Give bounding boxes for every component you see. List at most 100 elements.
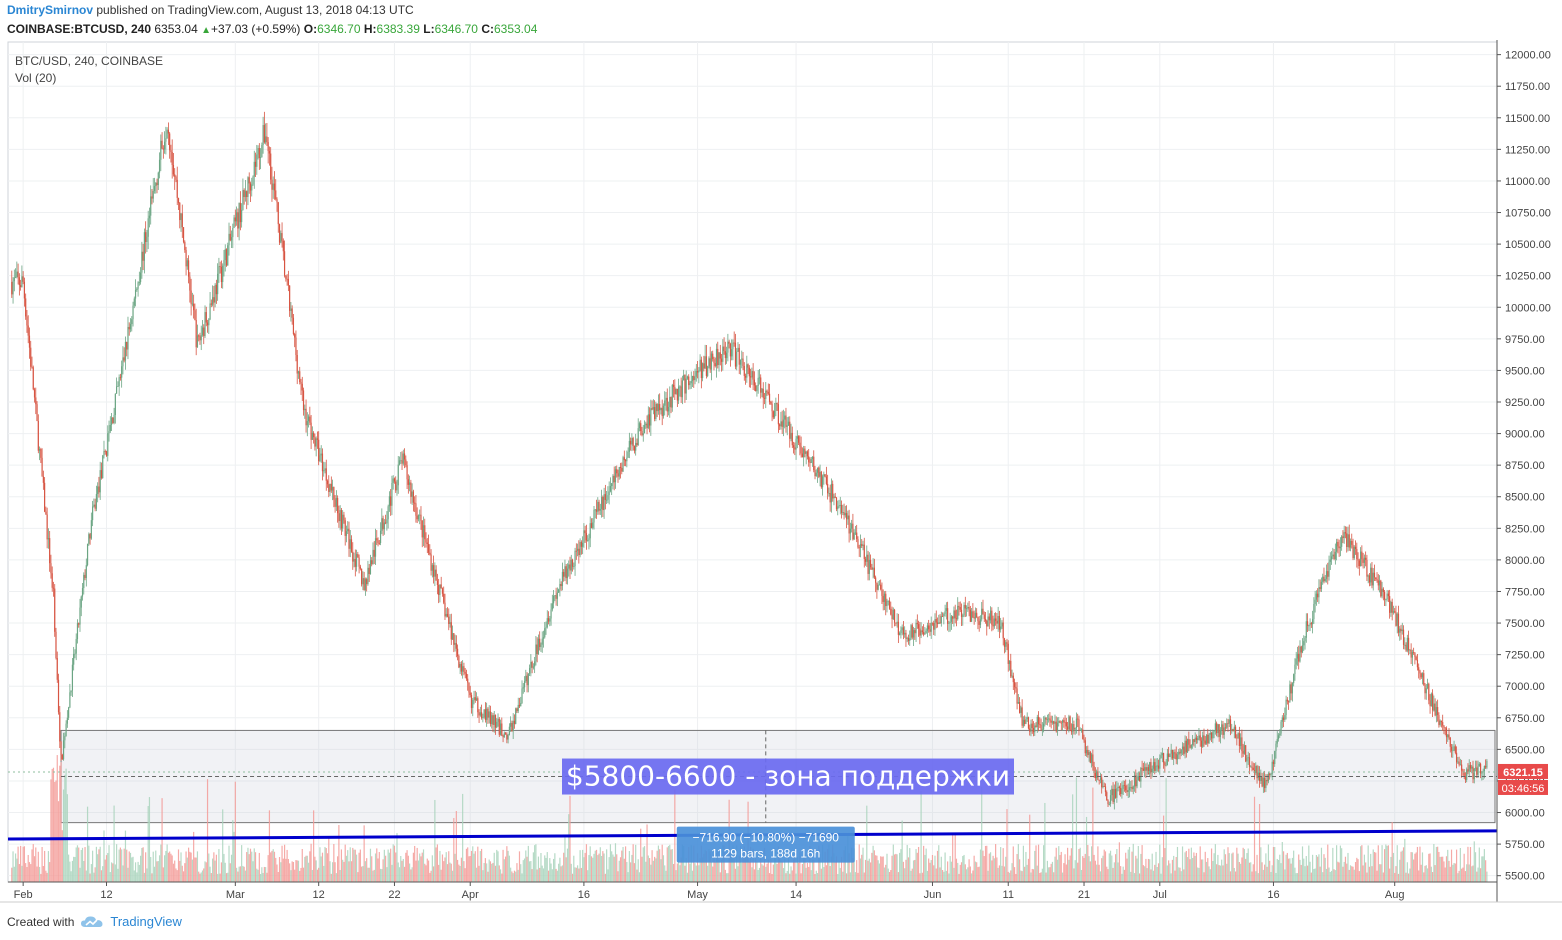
author-link[interactable]: DmitrySmirnov [7,3,94,17]
volume-bar [695,865,697,882]
candle-body [880,584,882,590]
volume-bar [869,862,872,882]
volume-bar [396,833,398,882]
volume-bar [257,869,259,882]
candle-body [1444,727,1446,729]
volume-bar [573,855,575,882]
candle-body [401,460,403,464]
candles [11,111,1488,810]
candle-body [655,403,657,419]
volume-bar [637,859,639,882]
candle-body [138,282,140,283]
volume-bar [1108,853,1110,882]
volume-bar [1224,854,1227,882]
candle-body [1389,596,1391,613]
volume-bar [976,862,978,882]
candle-body [68,707,70,718]
candle-body [714,363,716,367]
volume-bar [507,850,509,882]
volume-bar [732,845,734,882]
volume-bar [535,844,537,882]
volume-bar [1458,870,1460,882]
volume-bar [1277,859,1280,882]
volume-bar [738,855,740,882]
candle-body [636,442,638,445]
candle-body [736,351,738,367]
volume-bar [1190,847,1192,882]
volume-bar [275,857,277,882]
candle-body [890,608,892,615]
candle-body [266,136,268,143]
candle-body [294,334,296,338]
candle-body [1207,734,1209,744]
candle-body [1199,735,1201,741]
volume-bar [892,844,894,882]
candle-body [1361,551,1363,560]
volume-bar [204,861,206,882]
candle-body [1072,724,1074,732]
candle-body [1144,767,1146,771]
volume-bar [165,850,167,882]
volume-bar [410,869,412,882]
volume-bar [451,870,454,882]
candle-body [939,622,941,624]
candle-body [1429,700,1431,707]
price-axis[interactable]: 12000.0011750.0011500.0011250.0011000.00… [1496,40,1551,902]
candle-body [11,282,13,295]
volume-bar [708,849,710,882]
candle-body [133,298,135,306]
volume-bar [295,860,297,882]
candle-body [31,366,33,368]
volume-bar [1194,855,1196,882]
volume-bar [105,855,108,882]
price-chart[interactable]: $5800-6600 - зона поддержки−716.90 (−10.… [0,40,1562,906]
volume-bar [714,862,716,882]
candle-body [921,630,923,633]
candle-body [201,327,204,336]
volume-bar [261,867,263,882]
candle-body [1406,637,1408,651]
volume-bar [79,867,81,882]
candle-body [718,352,720,366]
volume-bar [941,870,944,882]
candle-body [1132,786,1134,790]
volume-bar [600,855,603,882]
time-axis[interactable]: Feb 12 Mar 12 22 Apr 16 May 14 Jun 11 21 Jul 16 Aug [0,881,1562,903]
tradingview-link[interactable]: TradingView [110,914,182,929]
volume-bar [1424,865,1426,882]
candle-body [815,472,817,477]
volume-bar [593,853,595,882]
time-tick-label: Apr [462,889,479,901]
candle-body [1223,727,1225,735]
candle-body [475,698,478,701]
price-tick-label: 9250.00 [1505,397,1545,409]
volume-bar [693,845,695,882]
candle-body [516,708,518,712]
candle-body [1108,803,1110,805]
volume-bar [179,860,181,882]
volume-bar [715,852,718,882]
volume-bar [540,852,542,882]
volume-bar [554,853,556,882]
volume-bar [353,849,355,882]
candle-body [955,618,958,620]
volume-bar [1322,872,1324,882]
volume-bar [912,860,915,882]
candle-body [1198,735,1200,739]
volume-bar [632,844,634,882]
volume-bar [30,864,32,882]
candle-body [792,445,795,448]
volume-bar [829,866,831,882]
volume-bar [917,846,920,882]
volume-bar [1039,872,1041,882]
volume-bar [938,845,940,882]
volume-bar [230,854,233,882]
volume-bar [678,849,680,882]
volume-bar [258,852,260,882]
candle-body [1197,738,1199,741]
volume-bar [1256,854,1258,882]
candle-body [665,397,667,401]
candle-body [1001,622,1003,627]
volume-bar [1022,845,1024,882]
volume-bar [604,873,606,882]
